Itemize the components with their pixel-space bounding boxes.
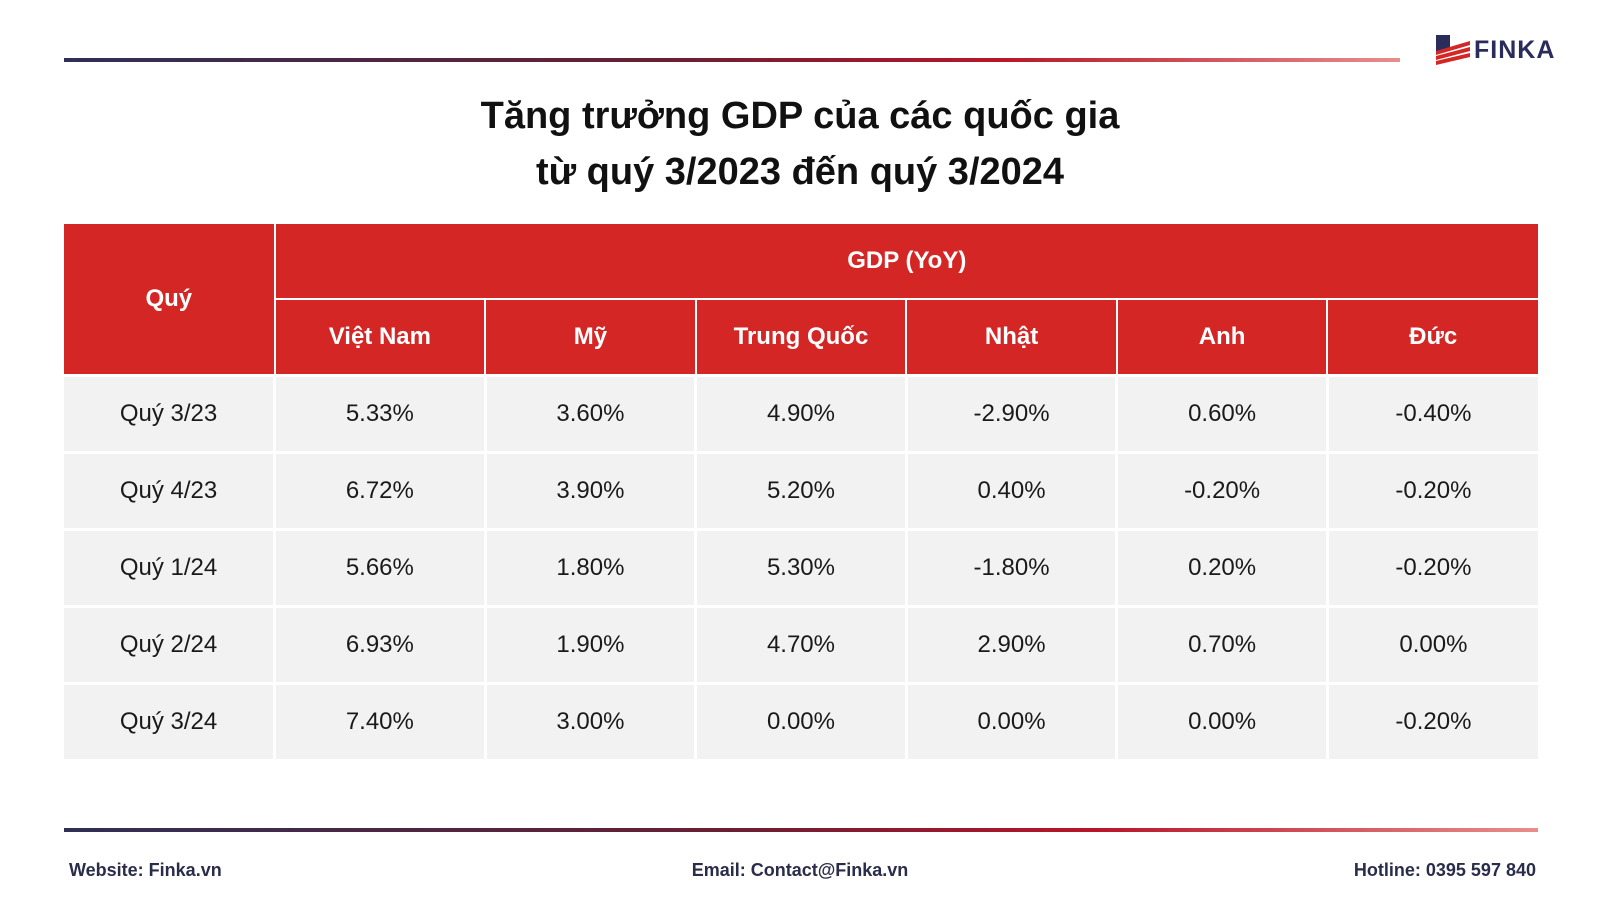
- finka-logo: FINKA: [1436, 32, 1555, 68]
- col-header: Việt Nam: [274, 298, 487, 377]
- table-cell: 6.72%: [273, 451, 487, 531]
- table-cell: 1.90%: [483, 605, 698, 685]
- table-cell: 5.30%: [694, 528, 908, 608]
- table-row: Quý 1/24 5.66% 1.80% 5.30% -1.80% 0.20% …: [64, 528, 1538, 608]
- row-label: Quý 3/24: [64, 682, 277, 762]
- header-divider: [64, 58, 1400, 62]
- table-cell: 6.93%: [273, 605, 487, 685]
- title-line-2: từ quý 3/2023 đến quý 3/2024: [535, 151, 1065, 193]
- col-header: Đức: [1326, 298, 1538, 377]
- row-label: Quý 3/23: [64, 374, 277, 454]
- footer-hotline: Hotline: 0395 597 840: [1353, 860, 1536, 880]
- table-row: Quý 2/24 6.93% 1.90% 4.70% 2.90% 0.70% 0…: [64, 605, 1538, 685]
- table-cell: 5.33%: [273, 374, 487, 454]
- gdp-table: Quý GDP (YoY) Việt Nam Mỹ Trung Quốc Nhậ…: [64, 224, 1538, 762]
- table-cell: 3.60%: [483, 374, 698, 454]
- table-cell: -0.20%: [1325, 528, 1538, 608]
- group-header-gdp: GDP (YoY): [273, 224, 1538, 300]
- table-cell: 1.80%: [483, 528, 698, 608]
- header-row-countries: Việt Nam Mỹ Trung Quốc Nhật Anh Đức: [64, 298, 1538, 377]
- table-cell: 0.60%: [1115, 374, 1329, 454]
- row-label: Quý 4/23: [64, 451, 277, 531]
- table-cell: 0.20%: [1115, 528, 1329, 608]
- row-header-quarter: Quý: [64, 224, 276, 377]
- table-cell: 0.00%: [904, 682, 1119, 762]
- table-cell: 0.70%: [1115, 605, 1329, 685]
- table-row: Quý 3/24 7.40% 3.00% 0.00% 0.00% 0.00% -…: [64, 682, 1538, 762]
- table-cell: -2.90%: [904, 374, 1119, 454]
- page-title: Tăng trưởng GDP của các quốc gia từ quý …: [0, 88, 1600, 200]
- footer-divider: [64, 828, 1538, 832]
- header-row-group: Quý GDP (YoY): [64, 224, 1538, 377]
- title-line-1: Tăng trưởng GDP của các quốc gia: [480, 95, 1120, 137]
- col-header: Trung Quốc: [694, 298, 908, 377]
- finka-logo-text: FINKA: [1474, 35, 1556, 64]
- table-cell: 3.90%: [483, 451, 698, 531]
- table-cell: 0.00%: [694, 682, 908, 762]
- table-cell: 0.40%: [904, 451, 1119, 531]
- col-header: Nhật: [905, 298, 1118, 377]
- table-cell: 4.90%: [694, 374, 908, 454]
- row-label: Quý 1/24: [64, 528, 277, 608]
- row-label: Quý 2/24: [64, 605, 277, 685]
- table-cell: -0.20%: [1325, 451, 1538, 531]
- table-cell: 0.00%: [1115, 682, 1329, 762]
- table-cell: 4.70%: [694, 605, 908, 685]
- footer-email: Email: Contact@Finka.vn: [691, 860, 909, 880]
- table-cell: 2.90%: [904, 605, 1119, 685]
- table-cell: 5.20%: [694, 451, 908, 531]
- finka-flag-icon: [1436, 33, 1470, 67]
- table-cell: 5.66%: [273, 528, 487, 608]
- col-header: Mỹ: [484, 298, 697, 377]
- table-cell: -1.80%: [904, 528, 1119, 608]
- col-header: Anh: [1115, 298, 1329, 377]
- table-cell: 7.40%: [273, 682, 487, 762]
- table-row: Quý 3/23 5.33% 3.60% 4.90% -2.90% 0.60% …: [64, 374, 1538, 454]
- table-cell: 0.00%: [1325, 605, 1538, 685]
- table-cell: -0.20%: [1325, 682, 1538, 762]
- table-cell: -0.20%: [1115, 451, 1329, 531]
- table-cell: -0.40%: [1325, 374, 1538, 454]
- footer-website: Website: Finka.vn: [69, 860, 222, 880]
- table-cell: 3.00%: [483, 682, 698, 762]
- table-row: Quý 4/23 6.72% 3.90% 5.20% 0.40% -0.20% …: [64, 451, 1538, 531]
